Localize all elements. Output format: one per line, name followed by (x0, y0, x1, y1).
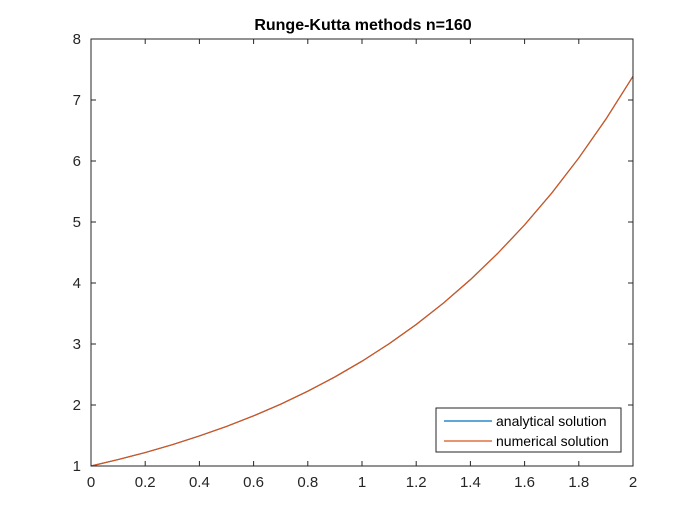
legend-label-analytical: analytical solution (496, 413, 607, 429)
x-tick-label: 1.8 (568, 474, 589, 491)
y-tick-label: 3 (73, 336, 81, 353)
y-tick-label: 6 (73, 153, 81, 170)
y-tick-label: 1 (73, 458, 81, 475)
x-tick-label: 1.2 (406, 474, 427, 491)
x-tick-label: 0.6 (243, 474, 264, 491)
legend-label-numerical: numerical solution (496, 433, 609, 449)
series-line-1 (90, 75, 634, 467)
x-tick-label: 1.6 (514, 474, 535, 491)
y-tick-label: 8 (73, 31, 81, 48)
x-tick-label: 0 (87, 474, 95, 491)
y-tick-label: 2 (73, 397, 81, 414)
x-tick-label: 2 (629, 474, 637, 491)
x-tick-label: 0.8 (297, 474, 318, 491)
y-tick-label: 7 (73, 92, 81, 109)
x-tick-label: 0.2 (135, 474, 156, 491)
x-tick-label: 1 (358, 474, 366, 491)
series-layer (90, 75, 634, 467)
legend: analytical solution numerical solution (435, 407, 622, 453)
y-tick-label: 4 (73, 275, 81, 292)
y-tick-label: 5 (73, 214, 81, 231)
x-tick-label: 1.4 (460, 474, 481, 491)
plot-area (91, 39, 633, 466)
x-tick-label: 0.4 (189, 474, 210, 491)
legend-box (435, 407, 622, 453)
chart-title: Runge-Kutta methods n=160 (254, 17, 471, 34)
x-tick-layer: 0 0.2 0.4 0.6 0.8 1 1.2 1.4 1.6 1.8 2 (87, 39, 637, 491)
y-tick-layer: 1 2 3 4 5 6 7 8 (73, 31, 633, 475)
